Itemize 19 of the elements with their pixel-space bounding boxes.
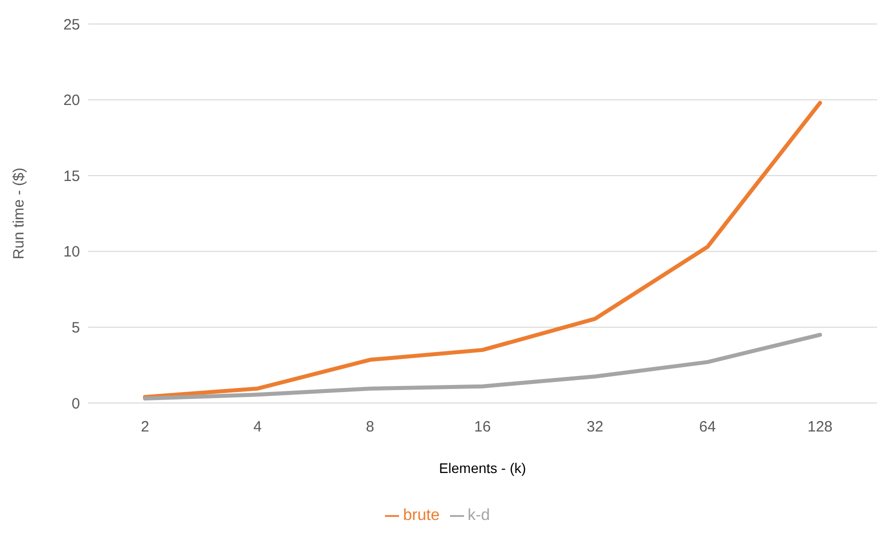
legend-label: brute (403, 507, 440, 524)
line-series (143, 100, 822, 399)
x-tick-label: 4 (253, 418, 262, 436)
x-axis-title: Elements - (k) (438, 460, 526, 476)
y-tick-label: 0 (72, 395, 80, 412)
x-tick-label: 64 (699, 418, 716, 436)
y-tick-label: 20 (63, 92, 80, 110)
line-series (143, 332, 822, 400)
x-tick-label: 2 (140, 418, 150, 436)
y-tick-label: 25 (63, 16, 80, 34)
y-tick-label: 5 (72, 320, 80, 337)
y-tick-label: 15 (63, 168, 80, 185)
y-tick-label: 10 (63, 244, 80, 261)
x-tick-label: 8 (366, 418, 374, 436)
x-tick-label: 32 (586, 418, 604, 436)
y-axis-title: Run time - ($) (10, 168, 28, 260)
legend-label: k-d (468, 507, 490, 524)
x-tick-label: 16 (474, 418, 491, 436)
x-tick-label: 128 (807, 418, 833, 436)
